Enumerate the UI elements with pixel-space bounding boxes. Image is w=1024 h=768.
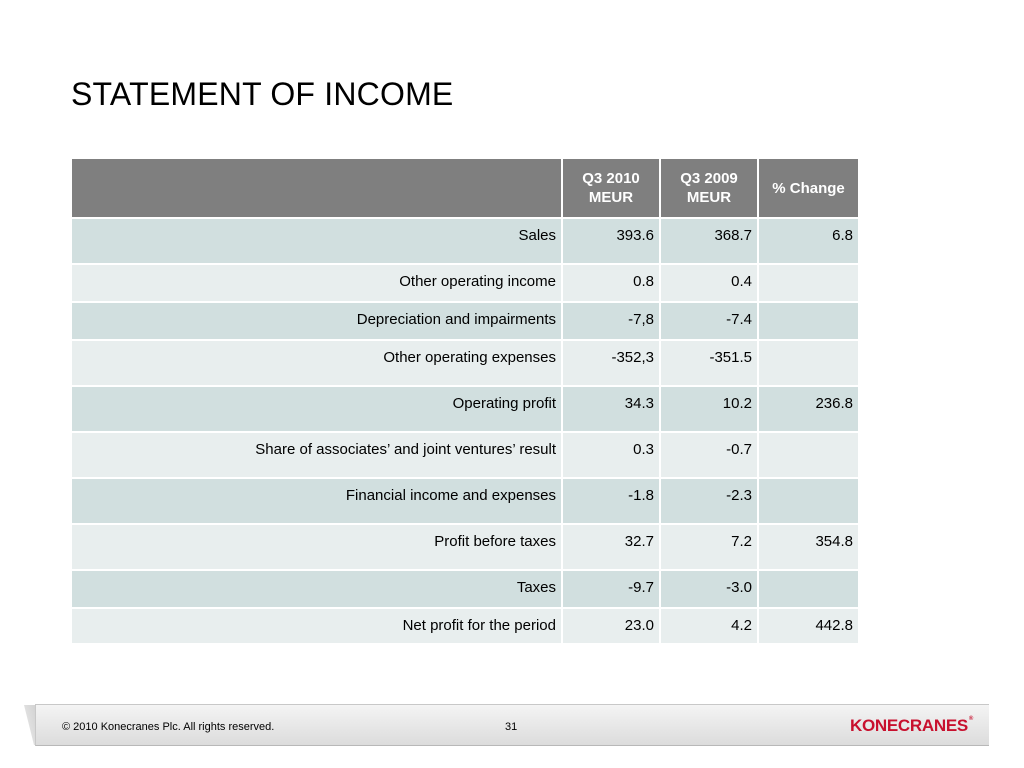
table-row: Taxes -9.7 -3.0: [72, 570, 858, 609]
change-value: [758, 478, 858, 525]
table-row: Other operating expenses -352,3 -351.5: [72, 340, 858, 387]
header-q3-2009: Q3 2009 MEUR: [660, 159, 759, 219]
q3-2010-value: 34.3: [562, 386, 661, 433]
header-change-label: % Change: [772, 179, 845, 197]
q3-2010-value: 0.8: [562, 264, 661, 303]
row-label: Profit before taxes: [72, 524, 563, 571]
page-number: 31: [505, 721, 518, 733]
change-value: [758, 432, 858, 479]
q3-2009-value: -3.0: [660, 570, 759, 609]
change-value: [758, 340, 858, 387]
header-label-column: [72, 159, 563, 219]
table-row: Other operating income 0.8 0.4: [72, 264, 858, 303]
table-row: Financial income and expenses -1.8 -2.3: [72, 478, 858, 525]
logo-text: KONECRANES: [850, 716, 968, 735]
income-statement-table: Q3 2010 MEUR Q3 2009 MEUR % Change Sales…: [72, 159, 858, 645]
row-label: Other operating income: [72, 264, 563, 303]
table-header-row: Q3 2010 MEUR Q3 2009 MEUR % Change: [72, 159, 858, 219]
change-value: 236.8: [758, 386, 858, 433]
row-label: Sales: [72, 218, 563, 265]
q3-2010-value: 0.3: [562, 432, 661, 479]
header-q3-2010: Q3 2010 MEUR: [562, 159, 661, 219]
table-row: Net profit for the period 23.0 4.2 442.8: [72, 608, 858, 645]
row-label: Net profit for the period: [72, 608, 563, 645]
q3-2009-value: -2.3: [660, 478, 759, 525]
table-row: Sales 393.6 368.7 6.8: [72, 218, 858, 265]
table-row: Operating profit 34.3 10.2 236.8: [72, 386, 858, 433]
header-q3-2009-line2: MEUR: [686, 189, 732, 206]
q3-2010-value: 32.7: [562, 524, 661, 571]
q3-2010-value: -1.8: [562, 478, 661, 525]
q3-2009-value: 368.7: [660, 218, 759, 265]
table-row: Profit before taxes 32.7 7.2 354.8: [72, 524, 858, 571]
logo-registered-mark: ®: [968, 716, 974, 722]
q3-2010-value: 23.0: [562, 608, 661, 645]
q3-2010-value: -7,8: [562, 302, 661, 341]
konecranes-logo: KONECRANES®: [850, 716, 973, 736]
change-value: [758, 570, 858, 609]
q3-2009-value: 7.2: [660, 524, 759, 571]
q3-2009-value: -0.7: [660, 432, 759, 479]
footer-bar: [35, 704, 989, 746]
row-label: Taxes: [72, 570, 563, 609]
change-value: [758, 302, 858, 341]
q3-2009-value: -351.5: [660, 340, 759, 387]
header-change: % Change: [758, 159, 858, 219]
change-value: [758, 264, 858, 303]
copyright-text: © 2010 Konecranes Plc. All rights reserv…: [62, 721, 275, 733]
header-q3-2009-line1: Q3 2009: [680, 170, 738, 187]
q3-2010-value: -9.7: [562, 570, 661, 609]
q3-2010-value: -352,3: [562, 340, 661, 387]
q3-2009-value: 10.2: [660, 386, 759, 433]
table-row: Depreciation and impairments -7,8 -7.4: [72, 302, 858, 341]
table-row: Share of associates’ and joint ventures’…: [72, 432, 858, 479]
slide-title: STATEMENT OF INCOME: [71, 76, 454, 112]
q3-2009-value: 4.2: [660, 608, 759, 645]
header-q3-2010-line1: Q3 2010: [582, 170, 640, 187]
q3-2009-value: 0.4: [660, 264, 759, 303]
header-q3-2010-line2: MEUR: [588, 189, 634, 206]
row-label: Operating profit: [72, 386, 563, 433]
row-label: Share of associates’ and joint ventures’…: [72, 432, 563, 479]
row-label: Financial income and expenses: [72, 478, 563, 525]
change-value: 6.8: [758, 218, 858, 265]
row-label: Depreciation and impairments: [72, 302, 563, 341]
row-label: Other operating expenses: [72, 340, 563, 387]
change-value: 442.8: [758, 608, 858, 645]
q3-2010-value: 393.6: [562, 218, 661, 265]
q3-2009-value: -7.4: [660, 302, 759, 341]
change-value: 354.8: [758, 524, 858, 571]
